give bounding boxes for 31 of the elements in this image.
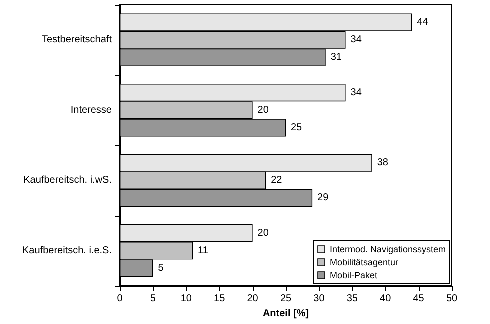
x-axis-title: Anteil [%] — [262, 308, 310, 320]
legend-label: Mobilitätsagentur — [330, 258, 398, 268]
data-label: 20 — [258, 104, 270, 116]
y-tick-label: Kaufbereitsch. i.e.S. — [22, 245, 112, 256]
data-label: 38 — [377, 158, 389, 169]
x-tick-label: 20 — [247, 294, 259, 304]
data-label: 11 — [198, 245, 209, 256]
y-tick-label: Testbereitschaft — [42, 34, 112, 46]
data-label: 25 — [291, 122, 303, 134]
x-tick-label: 45 — [413, 294, 425, 304]
data-label: 44 — [417, 17, 429, 28]
data-label: 20 — [258, 228, 270, 239]
y-tick-label: Kaufbereitsch. i.wS. — [24, 175, 112, 186]
y-tick-label: Interesse — [70, 104, 112, 116]
data-label: 31 — [330, 52, 342, 64]
data-label: 34 — [350, 34, 362, 46]
x-tick-label: 5 — [150, 294, 156, 304]
x-tick-label: 0 — [117, 294, 124, 304]
x-tick-label: 25 — [280, 294, 292, 304]
data-label: 29 — [318, 192, 330, 204]
legend-label: Mobil-Paket — [330, 270, 378, 280]
x-tick-label: 50 — [446, 294, 458, 304]
x-tick-label: 15 — [214, 294, 226, 304]
legend-label: Intermod. Navigationssystem — [330, 244, 446, 254]
data-label: 5 — [158, 262, 164, 274]
data-label: 22 — [271, 175, 283, 186]
x-tick-label: 30 — [314, 294, 326, 304]
x-tick-label: 40 — [380, 294, 392, 304]
data-label: 34 — [350, 87, 362, 98]
x-tick-label: 35 — [346, 294, 358, 304]
x-tick-label: 10 — [180, 294, 192, 304]
